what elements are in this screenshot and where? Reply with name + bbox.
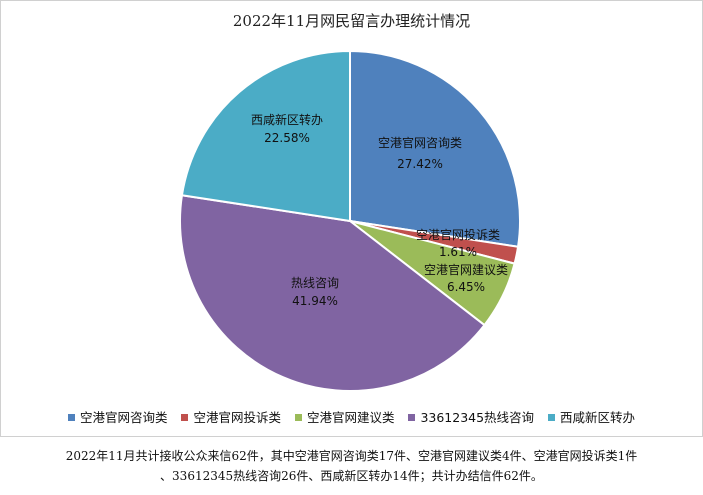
legend-swatch <box>548 414 556 421</box>
legend-swatch <box>67 414 75 421</box>
slice-name-label: 空港官网建议类 <box>424 262 508 277</box>
legend-label: 西咸新区转办 <box>560 410 636 425</box>
legend-swatch <box>294 414 302 421</box>
legend-label: 33612345热线咨询 <box>420 410 535 425</box>
legend-item: 空港官网建议类 <box>294 407 395 426</box>
summary-text: 2022年11月共计接收公众来信62件，其中空港官网咨询类17件、空港官网建议类… <box>0 446 703 486</box>
chart-legend: 空港官网咨询类 空港官网投诉类 空港官网建议类 33612345热线咨询 西咸新… <box>0 407 703 426</box>
slice-percent-label: 6.45% <box>447 280 485 294</box>
pie-slice <box>180 49 351 223</box>
slice-percent-label: 27.42% <box>397 157 443 171</box>
slice-name-label: 空港官网投诉类 <box>416 227 500 242</box>
slice-name-label: 热线咨询 <box>291 275 339 290</box>
chart-title: 2022年11月网民留言办理统计情况 <box>232 12 471 30</box>
legend-item: 空港官网投诉类 <box>181 407 281 426</box>
legend-swatch <box>408 414 416 421</box>
pie-slice <box>179 194 486 392</box>
summary-line: 2022年11月共计接收公众来信62件，其中空港官网咨询类17件、空港官网建议类… <box>65 449 638 463</box>
pie-chart: 空港官网咨询类 27.42% 空港官网投诉类 1.61% 空港官网建议类 6.45% 热线咨… <box>179 49 521 392</box>
slice-name-label: 空港官网咨询类 <box>378 135 462 150</box>
slice-name-label: 西咸新区转办 <box>251 112 323 127</box>
legend-item: 西咸新区转办 <box>548 407 635 426</box>
legend-label: 空港官网建议类 <box>306 410 395 425</box>
pie-slice <box>349 49 521 248</box>
legend-item: 33612345热线咨询 <box>408 407 534 426</box>
slice-percent-label: 1.61% <box>439 245 477 259</box>
slice-percent-label: 41.94% <box>292 294 338 308</box>
legend-label: 空港官网投诉类 <box>193 410 281 425</box>
summary-line: 、33612345热线咨询26件、西咸新区转办14件；共计办结信件62件。 <box>160 469 543 483</box>
legend-label: 空港官网咨询类 <box>79 410 168 425</box>
legend-swatch <box>181 414 189 421</box>
legend-item: 空港官网咨询类 <box>67 407 168 426</box>
slice-percent-label: 22.58% <box>264 131 310 145</box>
